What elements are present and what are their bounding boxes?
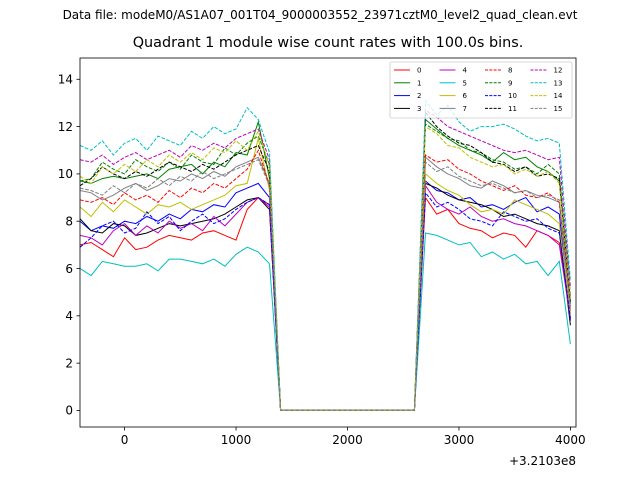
series-line-6: [80, 138, 571, 411]
legend-label-8: 8: [508, 67, 512, 75]
plot-frame: [79, 57, 577, 428]
series-line-13: [80, 99, 571, 411]
legend-label-10: 10: [508, 92, 517, 100]
x-tick-label: 4000: [555, 433, 586, 447]
legend-label-11: 11: [508, 105, 517, 113]
series-line-11: [80, 111, 571, 411]
figure-suptitle: Data file: modeM0/AS1A07_001T04_90000035…: [62, 8, 578, 22]
legend-label-15: 15: [554, 105, 563, 113]
series-line-15: [80, 159, 571, 411]
y-tick-label: 4: [65, 309, 73, 323]
legend-label-1: 1: [417, 79, 421, 87]
y-tick-label: 12: [58, 120, 73, 134]
y-tick-label: 8: [65, 215, 73, 229]
series-line-10: [80, 191, 571, 411]
series-line-2: [80, 179, 571, 411]
series-line-1: [80, 118, 571, 411]
legend-label-0: 0: [417, 67, 421, 75]
chart-title: Quadrant 1 module wise count rates with …: [132, 35, 524, 51]
legend-label-3: 3: [417, 105, 421, 113]
legend-label-5: 5: [463, 79, 467, 87]
x-tick-label: 1000: [221, 433, 252, 447]
series-line-3: [80, 182, 571, 411]
y-tick-label: 6: [65, 262, 73, 276]
y-tick-label: 14: [58, 73, 73, 87]
legend-label-12: 12: [554, 67, 563, 75]
y-tick-label: 10: [58, 167, 73, 181]
legend-label-13: 13: [554, 79, 563, 87]
x-tick-label: 0: [121, 433, 129, 447]
legend-label-7: 7: [463, 105, 467, 113]
legend-label-14: 14: [554, 92, 563, 100]
series-line-12: [80, 109, 571, 411]
x-offset-label: +3.2103e8: [509, 454, 576, 468]
series-line-7: [80, 156, 571, 411]
y-tick-label: 0: [65, 404, 73, 418]
series-line-0: [80, 196, 571, 411]
legend-label-4: 4: [463, 67, 468, 75]
x-tick-label: 2000: [332, 433, 363, 447]
legend-box: [389, 61, 573, 119]
y-tick-label: 2: [65, 356, 73, 370]
series-line-5: [80, 232, 571, 411]
legend-label-6: 6: [463, 92, 468, 100]
series-line-9: [80, 123, 571, 411]
legend-label-9: 9: [508, 79, 512, 87]
x-tick-label: 3000: [444, 433, 475, 447]
legend-label-2: 2: [417, 92, 421, 100]
series-line-8: [80, 149, 571, 411]
